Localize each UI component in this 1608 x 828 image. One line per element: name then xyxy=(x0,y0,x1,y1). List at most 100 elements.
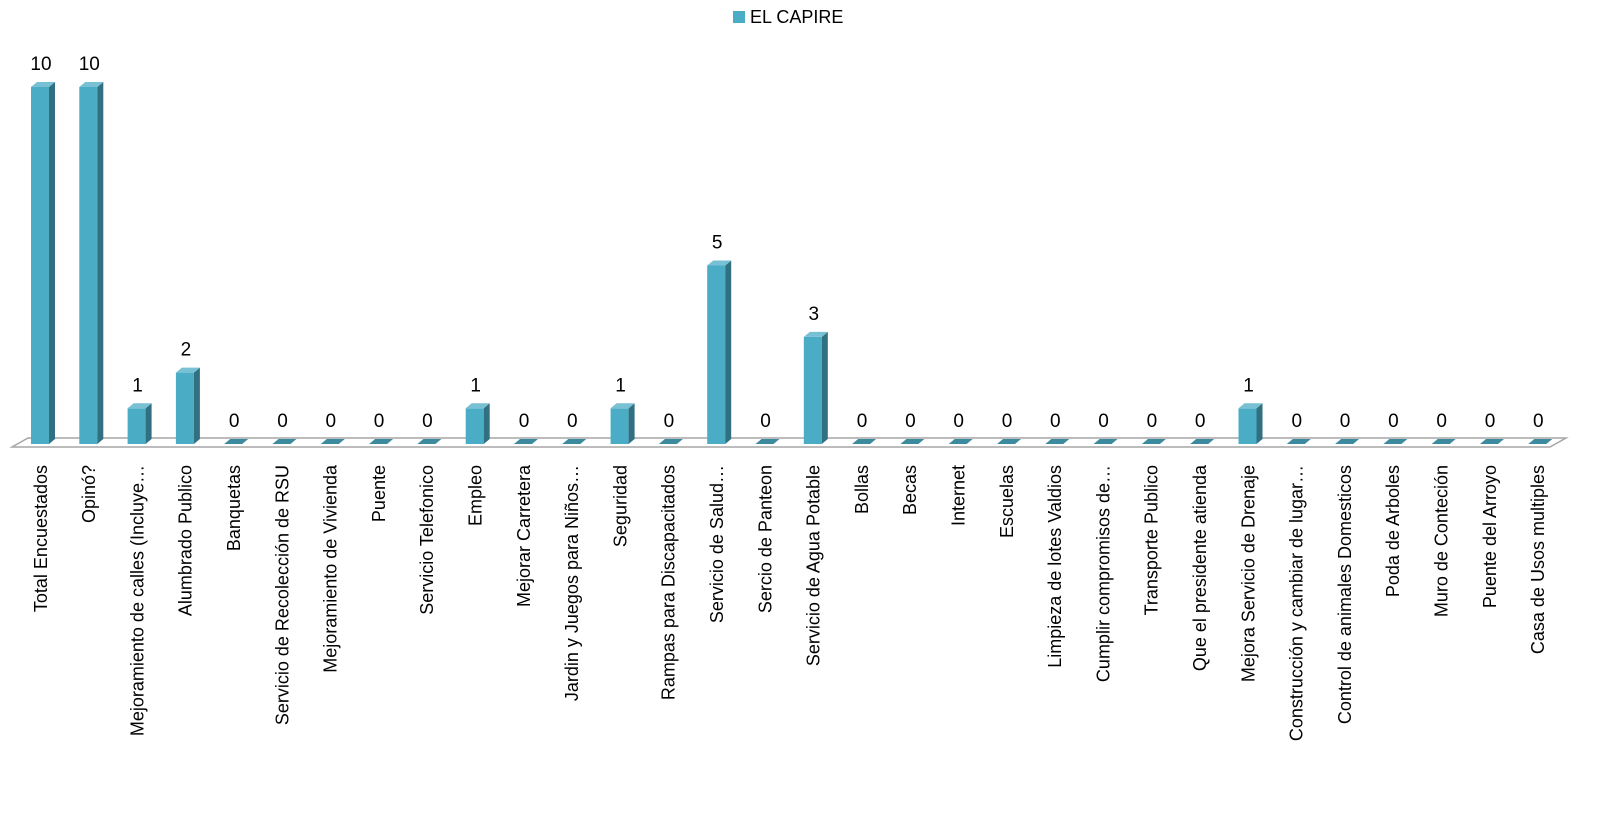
bar-side xyxy=(821,331,828,444)
bar-top xyxy=(900,439,925,444)
bar-top xyxy=(658,439,683,444)
x-tick-label: Banquetas xyxy=(224,465,244,551)
bar-side xyxy=(1256,403,1263,444)
data-label: 0 xyxy=(1147,411,1158,432)
data-label: 3 xyxy=(809,304,820,325)
x-tick-label: Mejorar Carretera xyxy=(514,464,534,607)
data-label: 1 xyxy=(470,375,481,396)
bar-top xyxy=(31,82,55,87)
x-tick-label: Transporte Publico xyxy=(1142,465,1162,615)
bar-top xyxy=(369,439,394,444)
bar-top xyxy=(175,367,200,373)
bar-side xyxy=(145,403,152,444)
x-tick-label: Becas xyxy=(900,465,920,515)
bar-top xyxy=(1286,439,1311,444)
bar-front xyxy=(31,87,49,444)
x-tick-label: Bollas xyxy=(852,465,872,514)
data-label: 0 xyxy=(953,411,964,432)
data-label: 0 xyxy=(1002,411,1013,432)
x-tick-label: Mejora Servicio de Drenaje xyxy=(1238,465,1258,682)
data-label: 0 xyxy=(905,411,916,432)
data-label: 0 xyxy=(664,411,675,432)
data-label: 1 xyxy=(615,375,626,396)
x-tick-label: Sercio de Panteon xyxy=(755,465,775,613)
floor xyxy=(9,437,1569,448)
x-tick-label: Casa de Usos multiples xyxy=(1528,465,1548,654)
data-label: 0 xyxy=(326,411,337,432)
bar-front xyxy=(465,408,484,444)
bar-top xyxy=(803,331,828,337)
x-tick-label: Rampas para Discapacitados xyxy=(659,465,679,700)
x-tick-label: Servicio de Salud… xyxy=(707,465,727,623)
bar-top xyxy=(1045,439,1070,444)
x-tick-label: Cumplir compromisos de… xyxy=(1093,465,1113,682)
bar-side xyxy=(628,403,635,444)
data-label: 0 xyxy=(1050,411,1061,432)
data-label: 0 xyxy=(519,411,530,432)
x-tick-label: Construcción y cambiar de lugar… xyxy=(1287,465,1307,741)
x-tick-label: Servicio de Recolección de RSU xyxy=(272,465,292,725)
data-label: 0 xyxy=(567,411,578,432)
x-tick-label: Limpieza de lotes Valdios xyxy=(1045,465,1065,668)
bar-side xyxy=(49,82,55,444)
bar-top xyxy=(79,82,104,87)
bar-top xyxy=(224,439,249,444)
bar-top xyxy=(1480,439,1504,444)
bar-top xyxy=(1238,403,1263,409)
x-tick-label: Muro de Conteción xyxy=(1431,465,1451,617)
bar-top xyxy=(1528,439,1553,444)
data-label: 0 xyxy=(1292,411,1303,432)
x-tick-label: Escuelas xyxy=(997,465,1017,538)
bar-top xyxy=(1141,439,1166,444)
data-label: 2 xyxy=(181,340,192,361)
bar-top xyxy=(465,403,490,409)
legend-label: EL CAPIRE xyxy=(750,7,843,27)
data-label: 1 xyxy=(1243,375,1254,396)
data-label: 0 xyxy=(1485,411,1496,432)
bar-top xyxy=(1383,439,1408,444)
data-label: 0 xyxy=(1533,411,1544,432)
bar-top xyxy=(997,439,1021,444)
x-tick-label: Empleo xyxy=(465,465,485,526)
bar-top xyxy=(707,260,732,266)
x-tick-label: Control de animales Domesticos xyxy=(1335,465,1355,724)
bar-front xyxy=(1238,408,1257,444)
x-tick-label: Total Encuestados xyxy=(31,465,51,612)
x-tick-label: Puente del Arroyo xyxy=(1480,465,1500,608)
legend-swatch xyxy=(733,11,745,23)
data-label: 10 xyxy=(79,54,100,75)
data-label: 0 xyxy=(277,411,288,432)
x-tick-label: Internet xyxy=(948,465,968,526)
data-label: 0 xyxy=(1340,411,1351,432)
bar-front xyxy=(79,87,98,444)
bar-side xyxy=(97,82,104,444)
data-label: 0 xyxy=(229,411,240,432)
bar-front xyxy=(175,372,194,444)
bar-front xyxy=(803,336,822,444)
x-tick-label: Poda de Arboles xyxy=(1383,465,1403,597)
x-tick-label: Que el presidente atienda xyxy=(1190,464,1210,671)
data-label: 0 xyxy=(760,411,771,432)
data-label: 0 xyxy=(422,411,433,432)
data-label: 0 xyxy=(1436,411,1447,432)
bar-side xyxy=(725,260,732,444)
data-label: 10 xyxy=(30,54,51,75)
bar-front xyxy=(707,265,726,444)
bar-front xyxy=(610,408,629,444)
x-tick-label: Jardin y Juegos para Niños… xyxy=(562,465,582,701)
data-label: 0 xyxy=(1195,411,1206,432)
bar-top xyxy=(514,439,538,444)
x-tick-label: Servicio Telefonico xyxy=(417,465,437,615)
bar-top xyxy=(610,403,635,409)
data-label: 0 xyxy=(1098,411,1109,432)
x-tick-label: Servicio de Agua Potable xyxy=(804,465,824,666)
x-tick-label: Mejoramiento de calles (Incluye… xyxy=(127,465,147,736)
x-tick-label: Opinó? xyxy=(79,465,99,523)
bar-front xyxy=(127,408,146,444)
data-label: 0 xyxy=(374,411,385,432)
bar-top xyxy=(1335,439,1360,444)
bar-top xyxy=(417,439,442,444)
bar-top xyxy=(320,439,345,444)
bar-side xyxy=(193,367,200,444)
